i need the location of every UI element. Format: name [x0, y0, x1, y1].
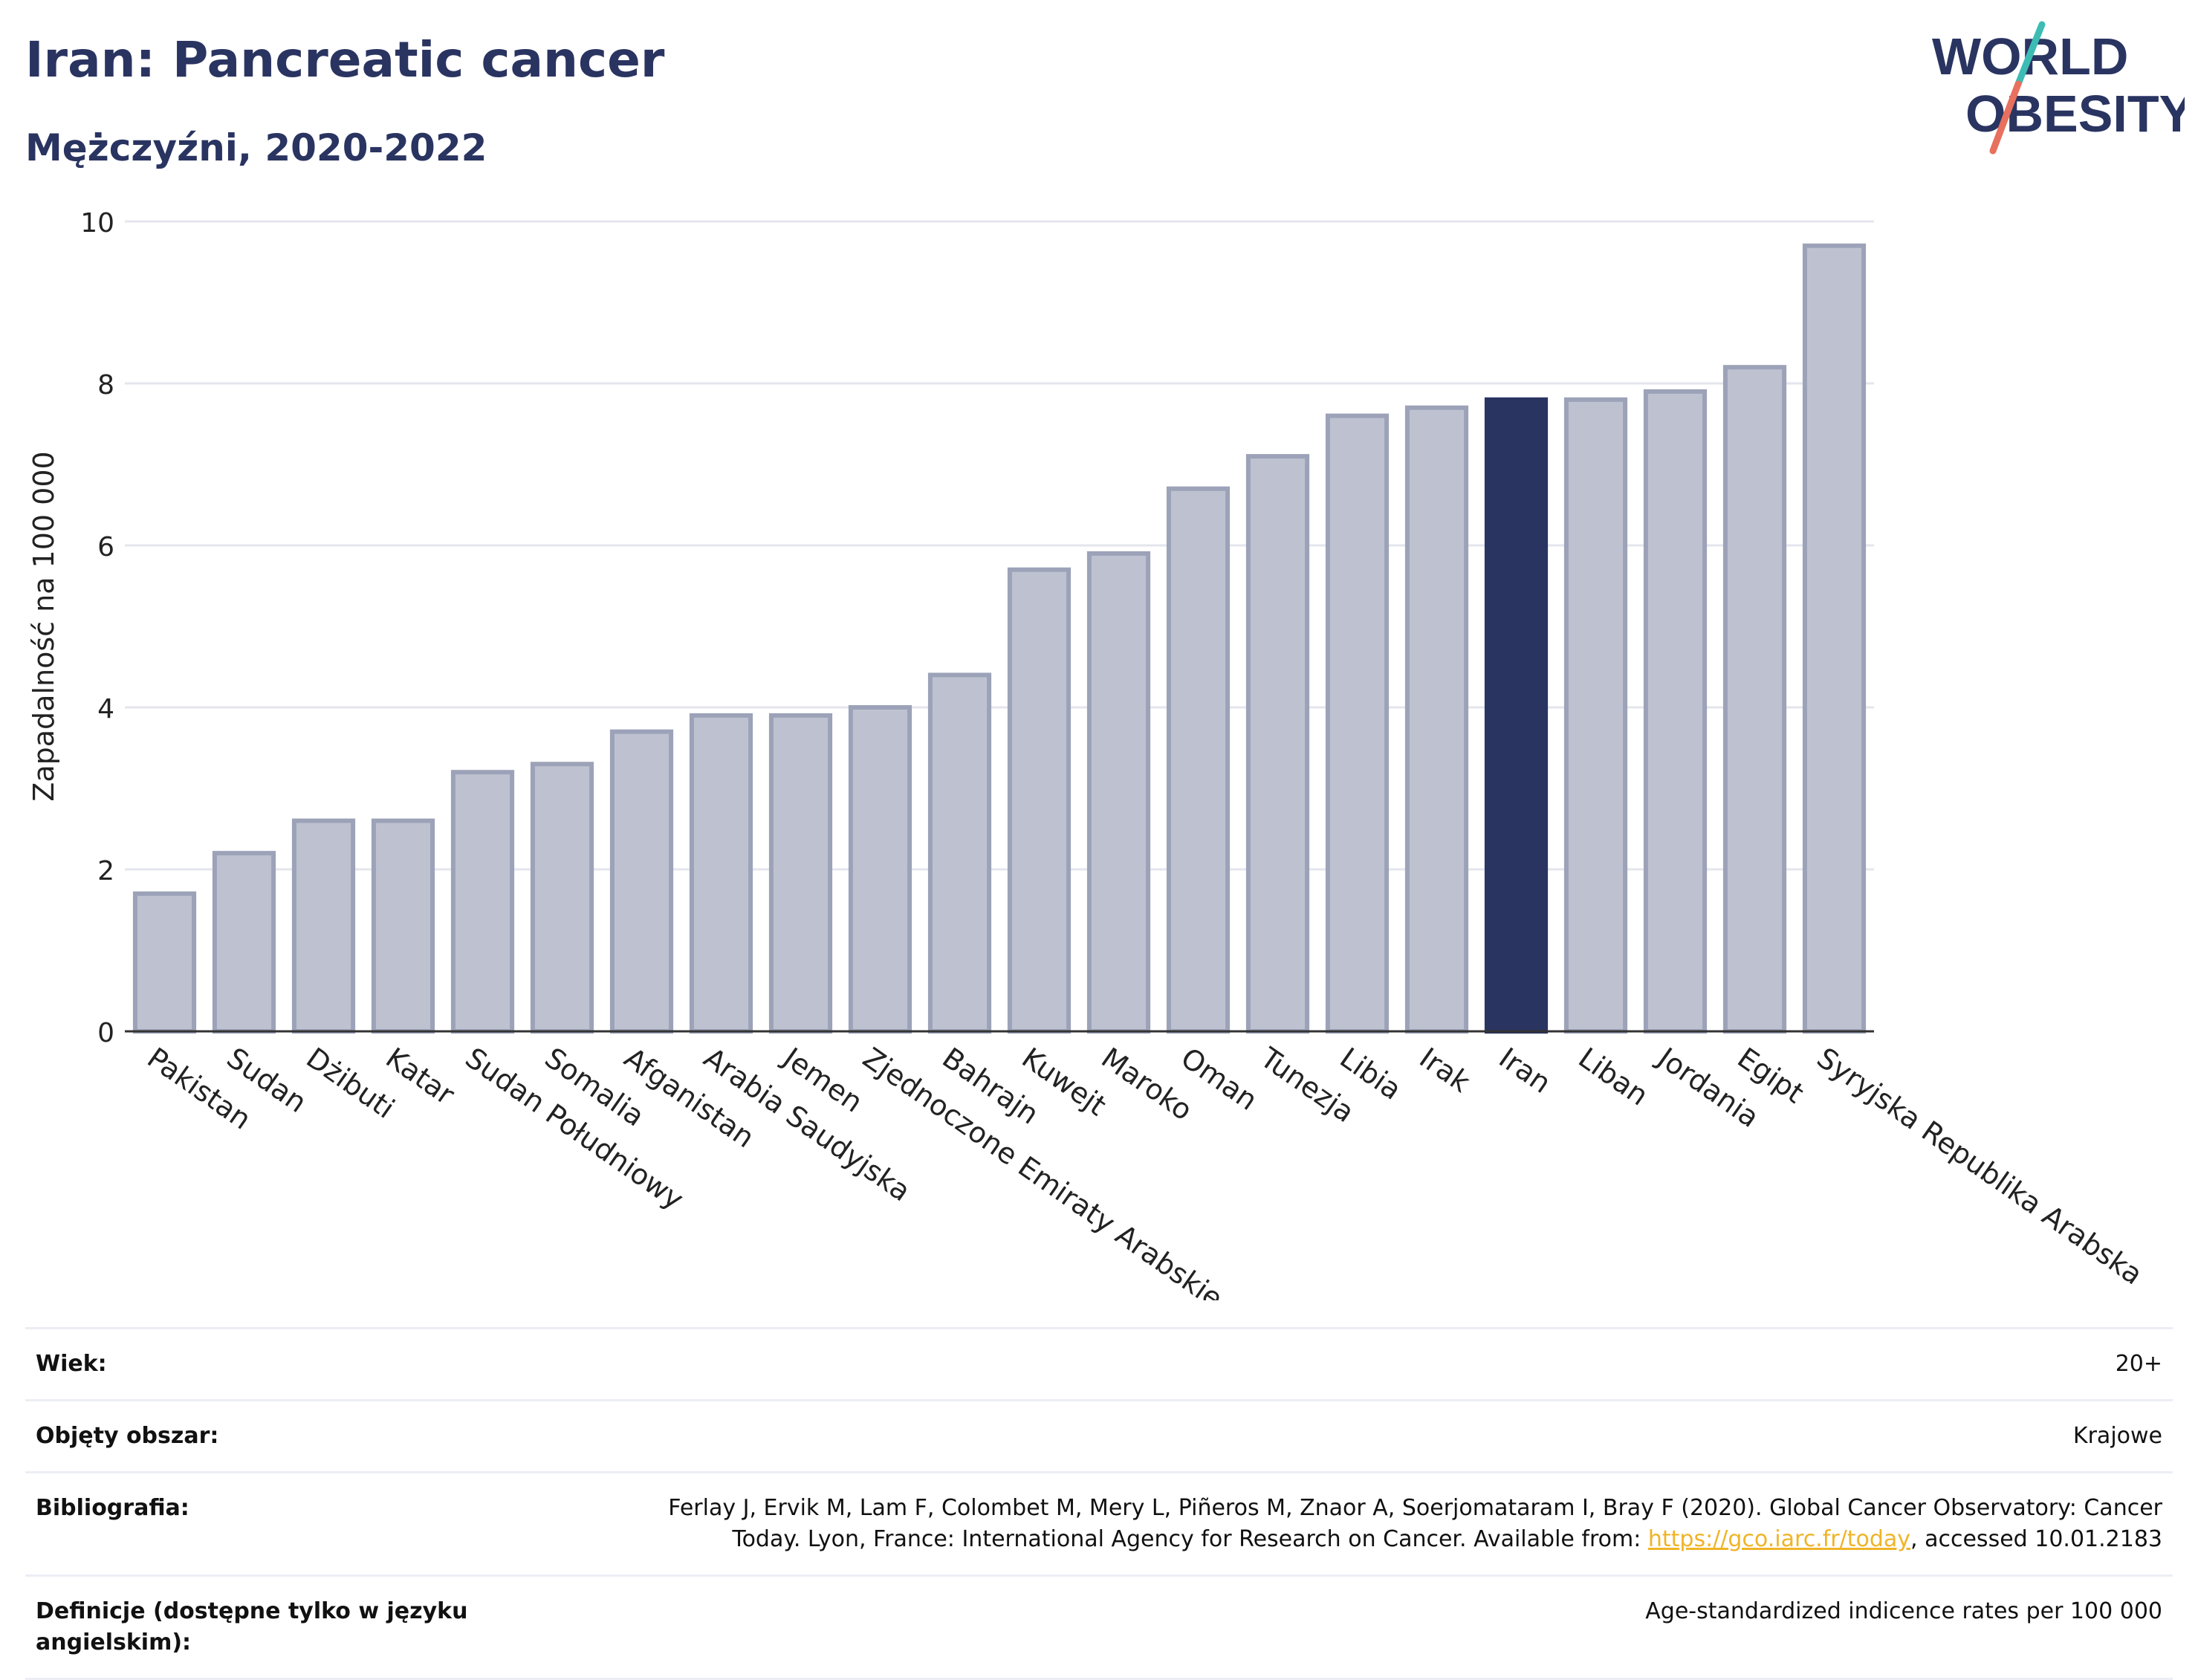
meta-label-definitions: Definicje (dostępne tylko w języku angie…	[36, 1598, 468, 1655]
chart-title: Iran: Pancreatic cancer	[25, 31, 665, 88]
bar	[371, 818, 435, 1034]
bar	[1007, 567, 1072, 1034]
bar	[530, 762, 594, 1034]
bar	[1245, 454, 1310, 1034]
bibliography-line2-post: , accessed 10.01.2183	[1910, 1526, 2162, 1552]
x-tick-label: Syryjska Republika Arabska	[1811, 1041, 2148, 1291]
y-tick-label: 8	[97, 370, 114, 400]
meta-value-coverage: Krajowe	[2072, 1423, 2162, 1449]
x-tick-label: Liban	[1572, 1041, 1654, 1112]
y-tick-label: 4	[97, 694, 114, 724]
meta-value-definitions: Age-standardized indicence rates per 100…	[1645, 1598, 2162, 1624]
bar	[1325, 413, 1390, 1034]
meta-value-age: 20+	[2115, 1351, 2162, 1377]
meta-label-bibliography: Bibliografia:	[36, 1495, 189, 1521]
bibliography-link[interactable]: https://gco.iarc.fr/today	[1647, 1526, 1911, 1552]
bar	[927, 672, 992, 1034]
x-tick-label: Maroko	[1095, 1041, 1198, 1126]
y-tick-label: 0	[97, 1018, 114, 1048]
bar	[212, 851, 276, 1034]
y-axis-title: Zapadalność na 100 000	[27, 451, 60, 801]
y-tick-label: 10	[80, 208, 114, 239]
bar	[848, 705, 912, 1034]
bar	[768, 713, 833, 1034]
bar	[132, 891, 197, 1034]
logo-slash-coral	[1989, 80, 2022, 155]
chart-subtitle: Mężczyźni, 2020-2022	[25, 126, 487, 169]
metadata-table: Wiek: 20+ Objęty obszar: Krajowe Bibliog…	[25, 1327, 2173, 1680]
bar	[1086, 551, 1151, 1034]
world-obesity-logo: WORLD OBESITY	[1932, 21, 2185, 155]
bar	[1563, 397, 1628, 1034]
logo-slash-teal	[2014, 21, 2046, 88]
meta-row-coverage: Objęty obszar: Krajowe	[25, 1401, 2173, 1473]
bar	[1722, 365, 1787, 1034]
meta-row-age: Wiek: 20+	[25, 1329, 2173, 1401]
bar	[689, 713, 753, 1034]
bar	[1404, 405, 1469, 1034]
bar	[450, 770, 515, 1034]
bar-highlighted	[1484, 397, 1549, 1034]
meta-row-bibliography: Bibliografia: Ferlay J, Ervik M, Lam F, …	[25, 1473, 2173, 1577]
y-tick-label: 2	[97, 856, 114, 886]
bibliography-line2-pre: Today. Lyon, France: International Agenc…	[732, 1526, 1648, 1552]
x-tick-label: Irak	[1413, 1041, 1476, 1098]
bar	[609, 729, 674, 1034]
meta-row-definitions: Definicje (dostępne tylko w języku angie…	[25, 1577, 2173, 1680]
bar	[1643, 389, 1708, 1034]
bar	[1166, 486, 1231, 1034]
bar	[291, 818, 356, 1034]
meta-value-bibliography: Ferlay J, Ervik M, Lam F, Colombet M, Me…	[511, 1493, 2162, 1555]
bibliography-line1: Ferlay J, Ervik M, Lam F, Colombet M, Me…	[668, 1495, 2162, 1521]
y-tick-label: 6	[97, 532, 114, 562]
meta-label-coverage: Objęty obszar:	[36, 1423, 219, 1449]
x-tick-label: Dżibuti	[300, 1041, 401, 1125]
x-tick-label: Iran	[1493, 1041, 1557, 1100]
meta-label-age: Wiek:	[36, 1351, 107, 1377]
bar	[1802, 243, 1867, 1034]
